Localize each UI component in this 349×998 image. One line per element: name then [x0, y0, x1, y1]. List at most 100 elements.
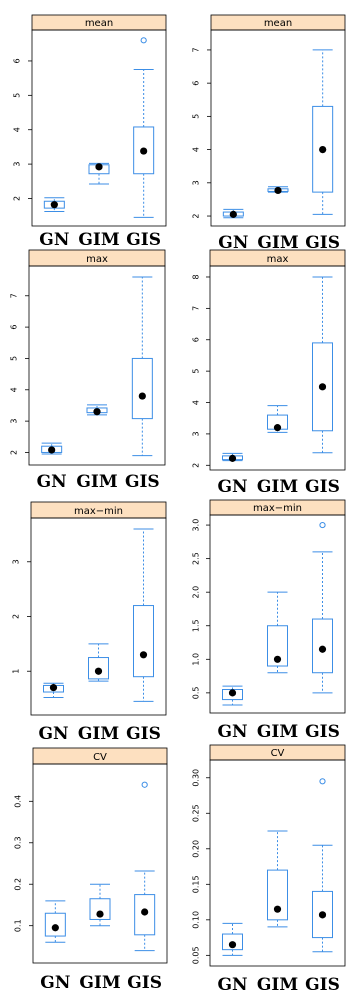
- box-gim: [89, 883, 111, 927]
- x-tick-label: GN: [38, 724, 68, 744]
- x-tick-label: GIS: [305, 975, 340, 995]
- box-gis: [312, 49, 334, 215]
- y-tick-label: 2.5: [192, 552, 201, 565]
- outlier-point: [319, 521, 326, 529]
- y-tick-label: 3: [192, 180, 201, 185]
- y-tick-label: 4: [10, 387, 19, 392]
- median-dot: [318, 911, 327, 919]
- x-tick-label: GIM: [78, 230, 119, 250]
- median-dot: [141, 908, 149, 916]
- y-tick-label: 5: [10, 356, 19, 361]
- median-dot: [48, 446, 56, 454]
- box-body: [134, 894, 156, 936]
- y-tick-label: 2: [192, 213, 201, 218]
- median-dot: [228, 454, 237, 462]
- y-tick-label: 6: [10, 325, 19, 330]
- y-tick-label: 4: [192, 400, 201, 405]
- x-tick-label: GN: [217, 975, 247, 995]
- median-dot: [274, 186, 282, 195]
- x-tick-label: GIS: [126, 230, 161, 250]
- plot-frame: [209, 759, 346, 967]
- x-tick-label: GN: [218, 233, 248, 253]
- y-tick-label: 0.10: [192, 911, 201, 929]
- box-gim: [267, 405, 288, 433]
- median-dot: [319, 145, 327, 154]
- chart-panel-2: mean 2 3 4 5 6 7 GN GIM GIS: [192, 14, 346, 253]
- y-tick-label: 3: [10, 419, 19, 424]
- median-dot: [273, 655, 282, 663]
- box-body: [267, 625, 288, 667]
- plot-frame: [31, 29, 167, 227]
- box-body: [312, 342, 333, 432]
- panel-title: max: [86, 254, 108, 265]
- box-gn: [222, 452, 243, 462]
- x-tick-label: GIM: [257, 233, 298, 253]
- median-dot: [228, 941, 237, 949]
- box-gis: [312, 276, 333, 454]
- y-tick-label: 3.0: [192, 519, 201, 532]
- box-body: [312, 890, 333, 939]
- chart-panel-8: CV 0.05 0.10 0.15 0.20 0.25 0.30 GN GIM GIS: [192, 744, 346, 995]
- y-tick-label: 2.0: [192, 586, 201, 599]
- box-gis: [133, 528, 154, 702]
- x-tick-label: GN: [40, 973, 70, 993]
- box-body: [222, 933, 243, 951]
- x-tick-label: GIM: [257, 722, 298, 742]
- y-tick-label: 4: [192, 147, 201, 152]
- box-gis: [312, 778, 333, 953]
- y-tick-label: 1.5: [192, 619, 201, 632]
- chart-panel-5: max−min 1 2 3 GN GIM GIS: [12, 501, 167, 744]
- y-tick-label: 6: [13, 58, 22, 63]
- median-dot: [318, 383, 327, 391]
- box-body: [131, 357, 153, 420]
- box-body: [267, 869, 288, 921]
- panel-title: mean: [264, 18, 292, 29]
- median-dot: [138, 392, 146, 400]
- y-tick-label: 3: [12, 559, 21, 564]
- median-dot: [140, 147, 148, 155]
- x-tick-label: GIS: [305, 477, 340, 497]
- y-tick-label: 0.15: [192, 875, 201, 893]
- y-tick-label: 6: [192, 337, 201, 342]
- median-dot: [273, 905, 282, 913]
- x-tick-label: GIS: [125, 472, 160, 492]
- panel-title: max−min: [74, 506, 123, 517]
- y-tick-label: 0.5: [192, 686, 201, 699]
- median-dot: [51, 924, 59, 932]
- panel-title: CV: [271, 748, 285, 759]
- x-tick-label: GIS: [126, 724, 161, 744]
- box-body: [312, 618, 333, 674]
- plot-frame: [28, 265, 166, 466]
- y-tick-label: 8: [192, 274, 201, 279]
- y-tick-label: 0.05: [192, 946, 201, 964]
- box-gis: [134, 781, 156, 952]
- y-tick-label: 0.20: [192, 840, 201, 858]
- plot-frame: [209, 514, 346, 714]
- box-gim: [88, 643, 109, 682]
- x-tick-label: GN: [39, 230, 69, 250]
- x-tick-label: GIM: [257, 975, 298, 995]
- y-tick-label: 1: [12, 669, 21, 674]
- outlier-point: [140, 37, 147, 44]
- y-tick-label: 7: [192, 47, 201, 52]
- panel-title: max: [267, 254, 289, 265]
- y-tick-label: 7: [192, 306, 201, 311]
- box-gn: [222, 208, 244, 219]
- y-tick-label: 2: [12, 614, 21, 619]
- x-tick-label: GIS: [305, 233, 340, 253]
- y-tick-label: 5: [13, 93, 22, 98]
- box-body: [133, 126, 155, 175]
- plot-frame: [210, 29, 346, 227]
- chart-panel-3: max 2 3 4 5 6 7 GN GIM GIS: [10, 249, 166, 492]
- panel-title: CV: [93, 752, 107, 763]
- plot-frame: [209, 265, 346, 471]
- panel-title: max−min: [253, 503, 302, 514]
- box-gn: [222, 922, 243, 956]
- y-tick-label: 0.30: [192, 769, 201, 787]
- y-tick-label: 2: [192, 463, 201, 468]
- y-tick-label: 0.4: [14, 795, 23, 808]
- box-gn: [222, 685, 243, 706]
- median-dot: [273, 424, 282, 432]
- y-tick-label: 0.3: [14, 836, 23, 849]
